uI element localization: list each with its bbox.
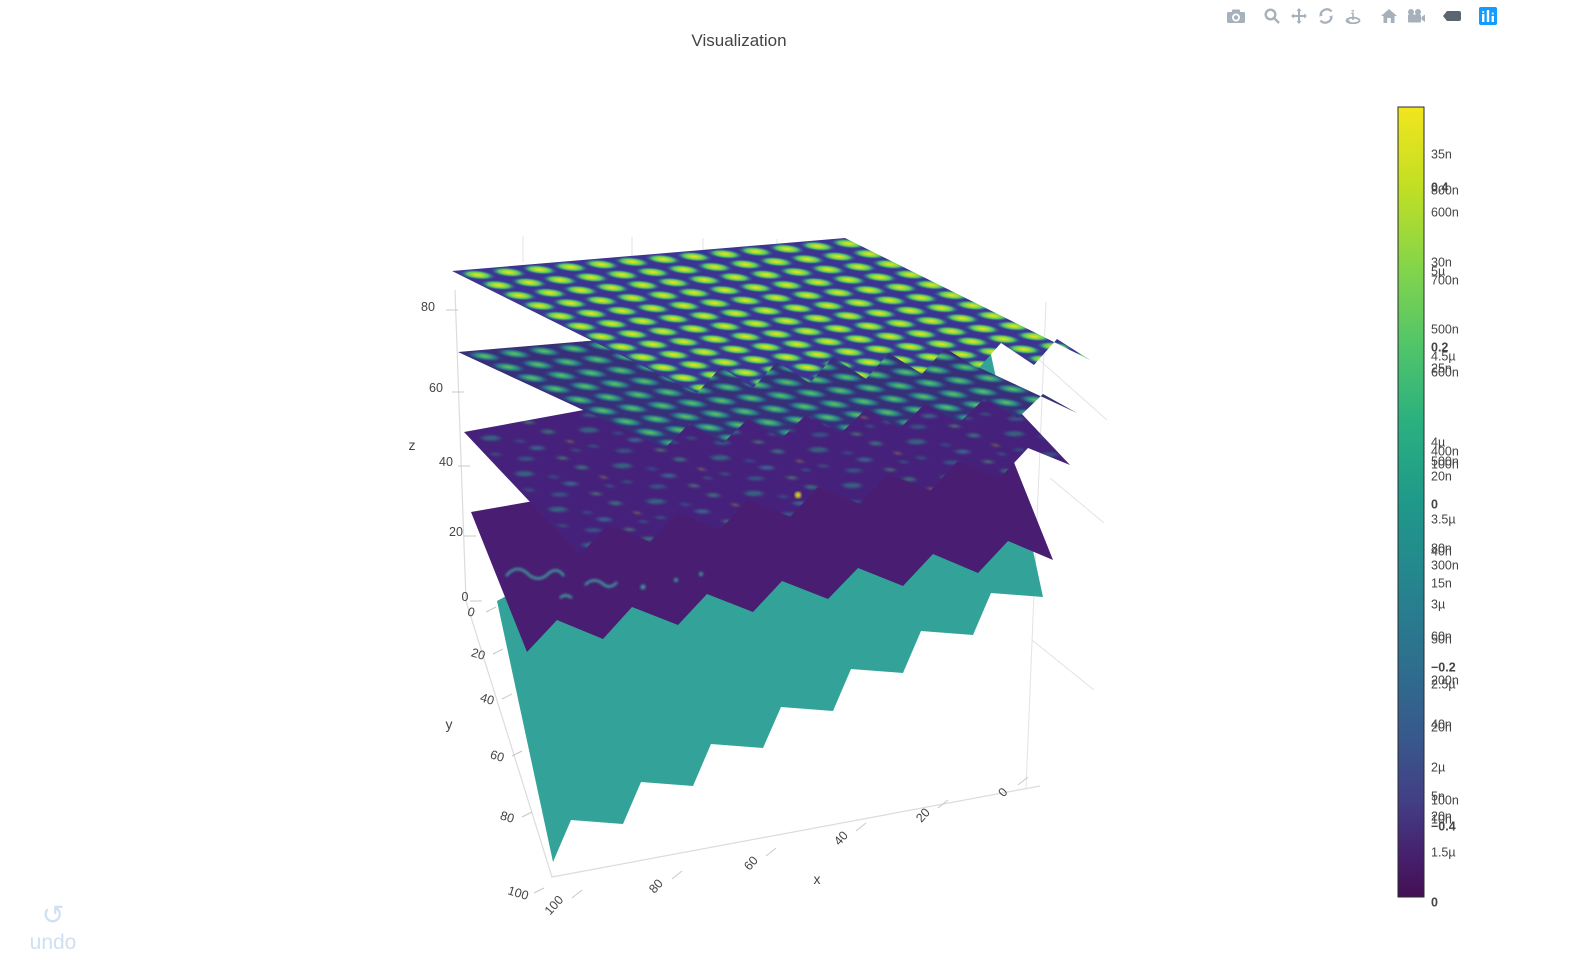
x-axis-tick: 60	[741, 853, 761, 873]
camera-icon[interactable]	[1222, 4, 1249, 28]
colorbar-tick: 35n	[1431, 147, 1452, 161]
z-axis-label: z	[409, 437, 416, 453]
colorbar-tick: 500n	[1431, 322, 1459, 336]
y-axis-tick: 60	[488, 747, 505, 764]
colorbar-tick: 30n	[1431, 255, 1452, 269]
plotly-logo-icon[interactable]	[1474, 4, 1501, 28]
colorbar-tick: 1.5µ	[1431, 845, 1456, 859]
colorbar-tick: 40n	[1431, 717, 1452, 731]
colorbar-tick: 600n	[1431, 365, 1459, 379]
colorbar-tick: 5n	[1431, 789, 1445, 803]
colorbar-tick: 0.4	[1431, 180, 1448, 194]
y-axis-tick: 80	[498, 808, 515, 825]
axis-lines	[454, 289, 1041, 878]
y-axis-ticks: 0 20 40 60 80 100	[466, 604, 530, 902]
colorbar-tick: 400n	[1431, 444, 1459, 458]
turntable-rotation-icon[interactable]: z	[1339, 4, 1366, 28]
z-axis-tick: 80	[421, 300, 435, 314]
colorbar-tick: −0.2	[1431, 660, 1456, 674]
z-axis-ticks: 80 60 40 20 0	[421, 300, 468, 604]
y-axis-tick: 100	[506, 883, 530, 903]
colorbar-tick: 4µ	[1431, 435, 1445, 449]
surface-layers	[452, 238, 1090, 862]
colorbar-tick: 15n	[1431, 576, 1452, 590]
x-axis-tick: 100	[542, 893, 566, 918]
y-axis-tick: 0	[466, 604, 477, 619]
z-axis-tick: 60	[429, 381, 443, 395]
colorbar-tick-labels: 35n0.4800n600n30n5µ700n500n0.24.5µ25n600…	[1431, 147, 1459, 909]
zoom-icon[interactable]	[1258, 4, 1285, 28]
colorbar-tick: 2µ	[1431, 760, 1445, 774]
modebar: z	[1222, 4, 1501, 28]
x-axis-label: x	[814, 871, 821, 887]
undo-rotate-icon: ↺	[41, 900, 65, 930]
colorbar-tick: 20n	[1431, 469, 1452, 483]
colorbar-tick: 20n	[1431, 720, 1452, 734]
y-axis-tick: 20	[469, 645, 486, 662]
colorbar-bar	[1397, 106, 1425, 898]
undo-button[interactable]: ↺ undo	[18, 902, 88, 955]
colorbar-tick: 0	[1431, 895, 1438, 909]
colorbar-tick: 500n	[1431, 454, 1459, 468]
colorbar-tick: 80n	[1431, 541, 1452, 555]
colorbar-tick: 100n	[1431, 457, 1459, 471]
colorbar-tick: 200n	[1431, 673, 1459, 687]
colorbar-tick: 25n	[1431, 361, 1452, 375]
page-title: Visualization	[691, 31, 787, 50]
colorbar-tick: −0.4	[1431, 819, 1456, 833]
x-axis-tick: 20	[913, 805, 933, 825]
tick-marks	[446, 309, 1029, 899]
y-axis-tick: 40	[478, 690, 495, 707]
pan-icon[interactable]	[1285, 4, 1312, 28]
colorbar-tick: 10n	[1431, 812, 1452, 826]
colorbar-tick: 0	[1431, 497, 1438, 511]
z-axis-tick: 0	[462, 590, 469, 604]
undo-label: undo	[29, 931, 77, 954]
colorbar-tick: 4.5µ	[1431, 349, 1456, 363]
colorbar-tick: 100n	[1431, 793, 1459, 807]
slice-z22-squiggles	[505, 567, 703, 600]
colorbar-tick: 800n	[1431, 183, 1459, 197]
colorbar-tick: 3.5µ	[1431, 512, 1456, 526]
colorbar-tick: 0.2	[1431, 340, 1448, 354]
y-axis-label: y	[446, 716, 453, 732]
home-icon[interactable]	[1375, 4, 1402, 28]
colorbar-tick: 50n	[1431, 632, 1452, 646]
z-axis-tick: 40	[439, 455, 453, 469]
colorbar-tick: 700n	[1431, 273, 1459, 287]
movie-camera-icon[interactable]	[1402, 4, 1429, 28]
x-axis-tick: 80	[646, 876, 666, 896]
colorbar-tick: 60n	[1431, 629, 1452, 643]
colorbar-tick: 5µ	[1431, 264, 1445, 278]
colorbar: 35n0.4800n600n30n5µ700n500n0.24.5µ25n600…	[1397, 106, 1459, 909]
hover-closest-icon[interactable]	[1438, 4, 1465, 28]
colorbar-tick: 600n	[1431, 205, 1459, 219]
colorbar-tick: 300n	[1431, 558, 1459, 572]
orbit-rotation-icon[interactable]	[1312, 4, 1339, 28]
colorbar-tick: 40n	[1431, 544, 1452, 558]
colorbar-tick: 20n	[1431, 809, 1452, 823]
colorbar-tick: 2.5µ	[1431, 677, 1456, 691]
slice-z44-bright-spot	[794, 491, 802, 499]
colorbar-tick: 3µ	[1431, 597, 1445, 611]
surface-slice-z88	[452, 238, 1090, 393]
x-axis-tick: 40	[831, 828, 851, 848]
z-axis-tick: 20	[449, 525, 463, 539]
svg-text:z: z	[1351, 9, 1355, 16]
